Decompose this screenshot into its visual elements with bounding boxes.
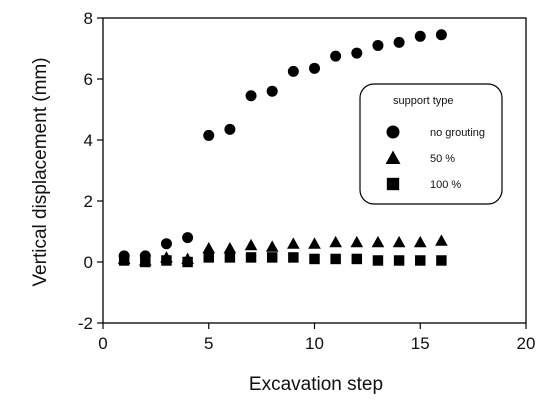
y-tick-label: -2 [78,314,93,333]
x-tick-label: 20 [517,334,536,353]
x-tick-label: 0 [98,334,107,353]
data-point-circle [203,129,215,141]
legend-marker-triangle [385,150,401,164]
y-tick-label: 8 [84,9,93,28]
data-point-triangle [223,241,237,254]
y-axis-label: Vertical displacement (mm) [30,57,51,286]
data-point-square [415,255,426,266]
legend-box [359,83,503,205]
data-point-square [140,256,151,268]
data-point-square [161,255,172,266]
x-tick-label: 10 [305,334,324,353]
data-point-square [330,253,341,265]
legend: support type no grouting 50 % 100 % [359,83,503,205]
data-point-square [351,253,363,265]
data-point-square [309,253,320,265]
legend-marker-circle [386,125,400,139]
x-tick-label: 15 [411,334,430,353]
data-point-square [266,252,278,263]
data-point-triangle [413,235,427,248]
data-point-triangle [329,235,342,248]
x-tick-label: 5 [204,334,213,353]
data-point-square [436,255,447,266]
data-point-circle [330,50,342,62]
data-point-square [224,252,236,263]
data-point-circle [160,238,172,250]
data-point-triangle [265,240,279,252]
data-point-circle [393,36,405,48]
legend-title: support type [393,95,454,107]
data-point-circle [287,65,299,77]
y-tick-label: 4 [84,131,93,150]
data-point-circle [435,29,447,41]
data-point-triangle [244,238,258,251]
data-point-circle [414,30,426,42]
data-point-circle [224,123,236,135]
legend-label: 50 % [430,153,455,165]
data-point-square [372,255,384,266]
data-point-circle [372,39,384,51]
data-marks [117,29,448,268]
data-point-triangle [287,237,300,249]
legend-label: 100 % [430,179,461,191]
data-point-circle [182,232,194,244]
x-axis-label: Excavation step [249,374,383,395]
data-point-square [393,255,405,266]
data-point-square [288,252,299,263]
legend-label: no grouting [430,127,485,139]
data-point-triangle [392,235,406,248]
data-point-triangle [202,241,216,254]
data-point-triangle [350,235,364,248]
data-point-circle [309,62,320,74]
y-tick-label: 2 [84,192,93,211]
data-point-square [182,256,193,268]
data-point-triangle [308,237,321,249]
data-point-square [203,252,214,263]
axes: 0 5 10 15 20 -2 0 2 4 6 8 [78,9,536,353]
legend-marker-square [386,177,400,191]
data-point-triangle [371,235,385,248]
data-point-circle [351,47,363,59]
data-point-square [118,255,130,266]
series-square [118,252,447,268]
y-tick-label: 6 [84,70,93,89]
data-point-circle [245,90,257,102]
data-point-circle [266,85,278,97]
data-point-square [245,252,257,263]
data-point-triangle [435,234,448,246]
y-tick-label: 0 [84,253,93,272]
